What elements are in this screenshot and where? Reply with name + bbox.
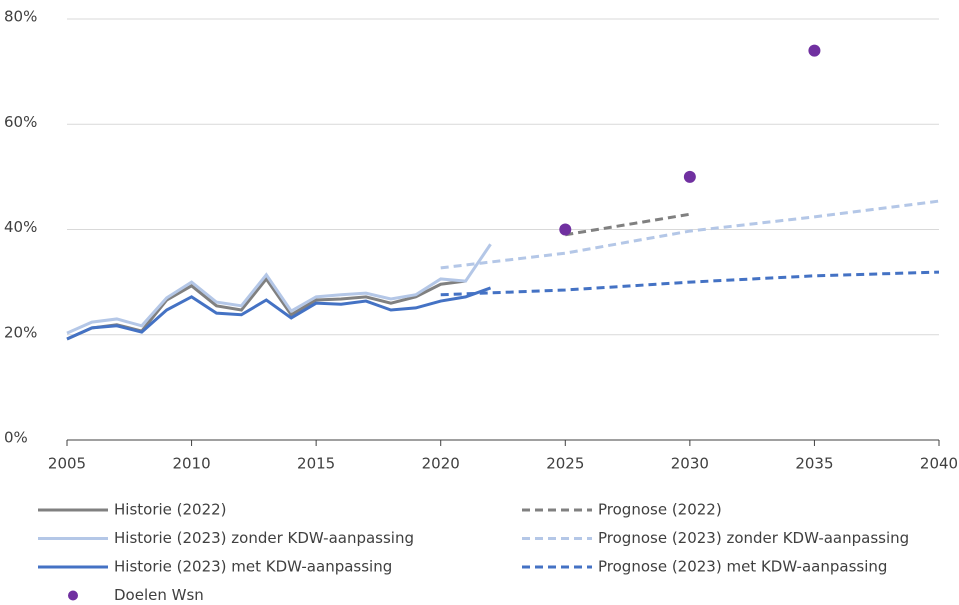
legend-label: Prognose (2022)	[598, 501, 722, 519]
x-tick-label: 2025	[546, 455, 584, 473]
y-tick-label: 80%	[4, 8, 37, 26]
x-tick-label: 2040	[920, 455, 958, 473]
target-point	[683, 170, 696, 183]
series-line	[66, 286, 492, 341]
x-tick-label: 2010	[172, 455, 210, 473]
legend-label: Doelen Wsn	[114, 586, 204, 604]
series-line	[565, 212, 691, 237]
legend-label: Historie (2023) zonder KDW-aanpassing	[114, 529, 414, 547]
legend-label: Historie (2022)	[114, 501, 227, 519]
series-line	[66, 243, 492, 335]
x-tick-label: 2035	[795, 455, 833, 473]
legend-label: Prognose (2023) met KDW-aanpassing	[598, 558, 887, 576]
y-tick-label: 40%	[4, 218, 37, 236]
legend-marker	[68, 590, 78, 601]
x-tick-label: 2005	[48, 455, 86, 473]
y-tick-label: 0%	[4, 429, 28, 447]
x-tick-label: 2020	[422, 455, 460, 473]
legend-label: Prognose (2023) zonder KDW-aanpassing	[598, 529, 909, 547]
series-line	[440, 270, 940, 297]
x-tick-label: 2030	[671, 455, 709, 473]
target-point	[559, 223, 572, 236]
series-line	[440, 199, 940, 270]
y-tick-label: 20%	[4, 323, 37, 341]
legend-label: Historie (2023) met KDW-aanpassing	[114, 558, 392, 576]
x-tick-label: 2015	[297, 455, 335, 473]
target-point	[808, 44, 821, 57]
y-tick-label: 60%	[4, 113, 37, 131]
